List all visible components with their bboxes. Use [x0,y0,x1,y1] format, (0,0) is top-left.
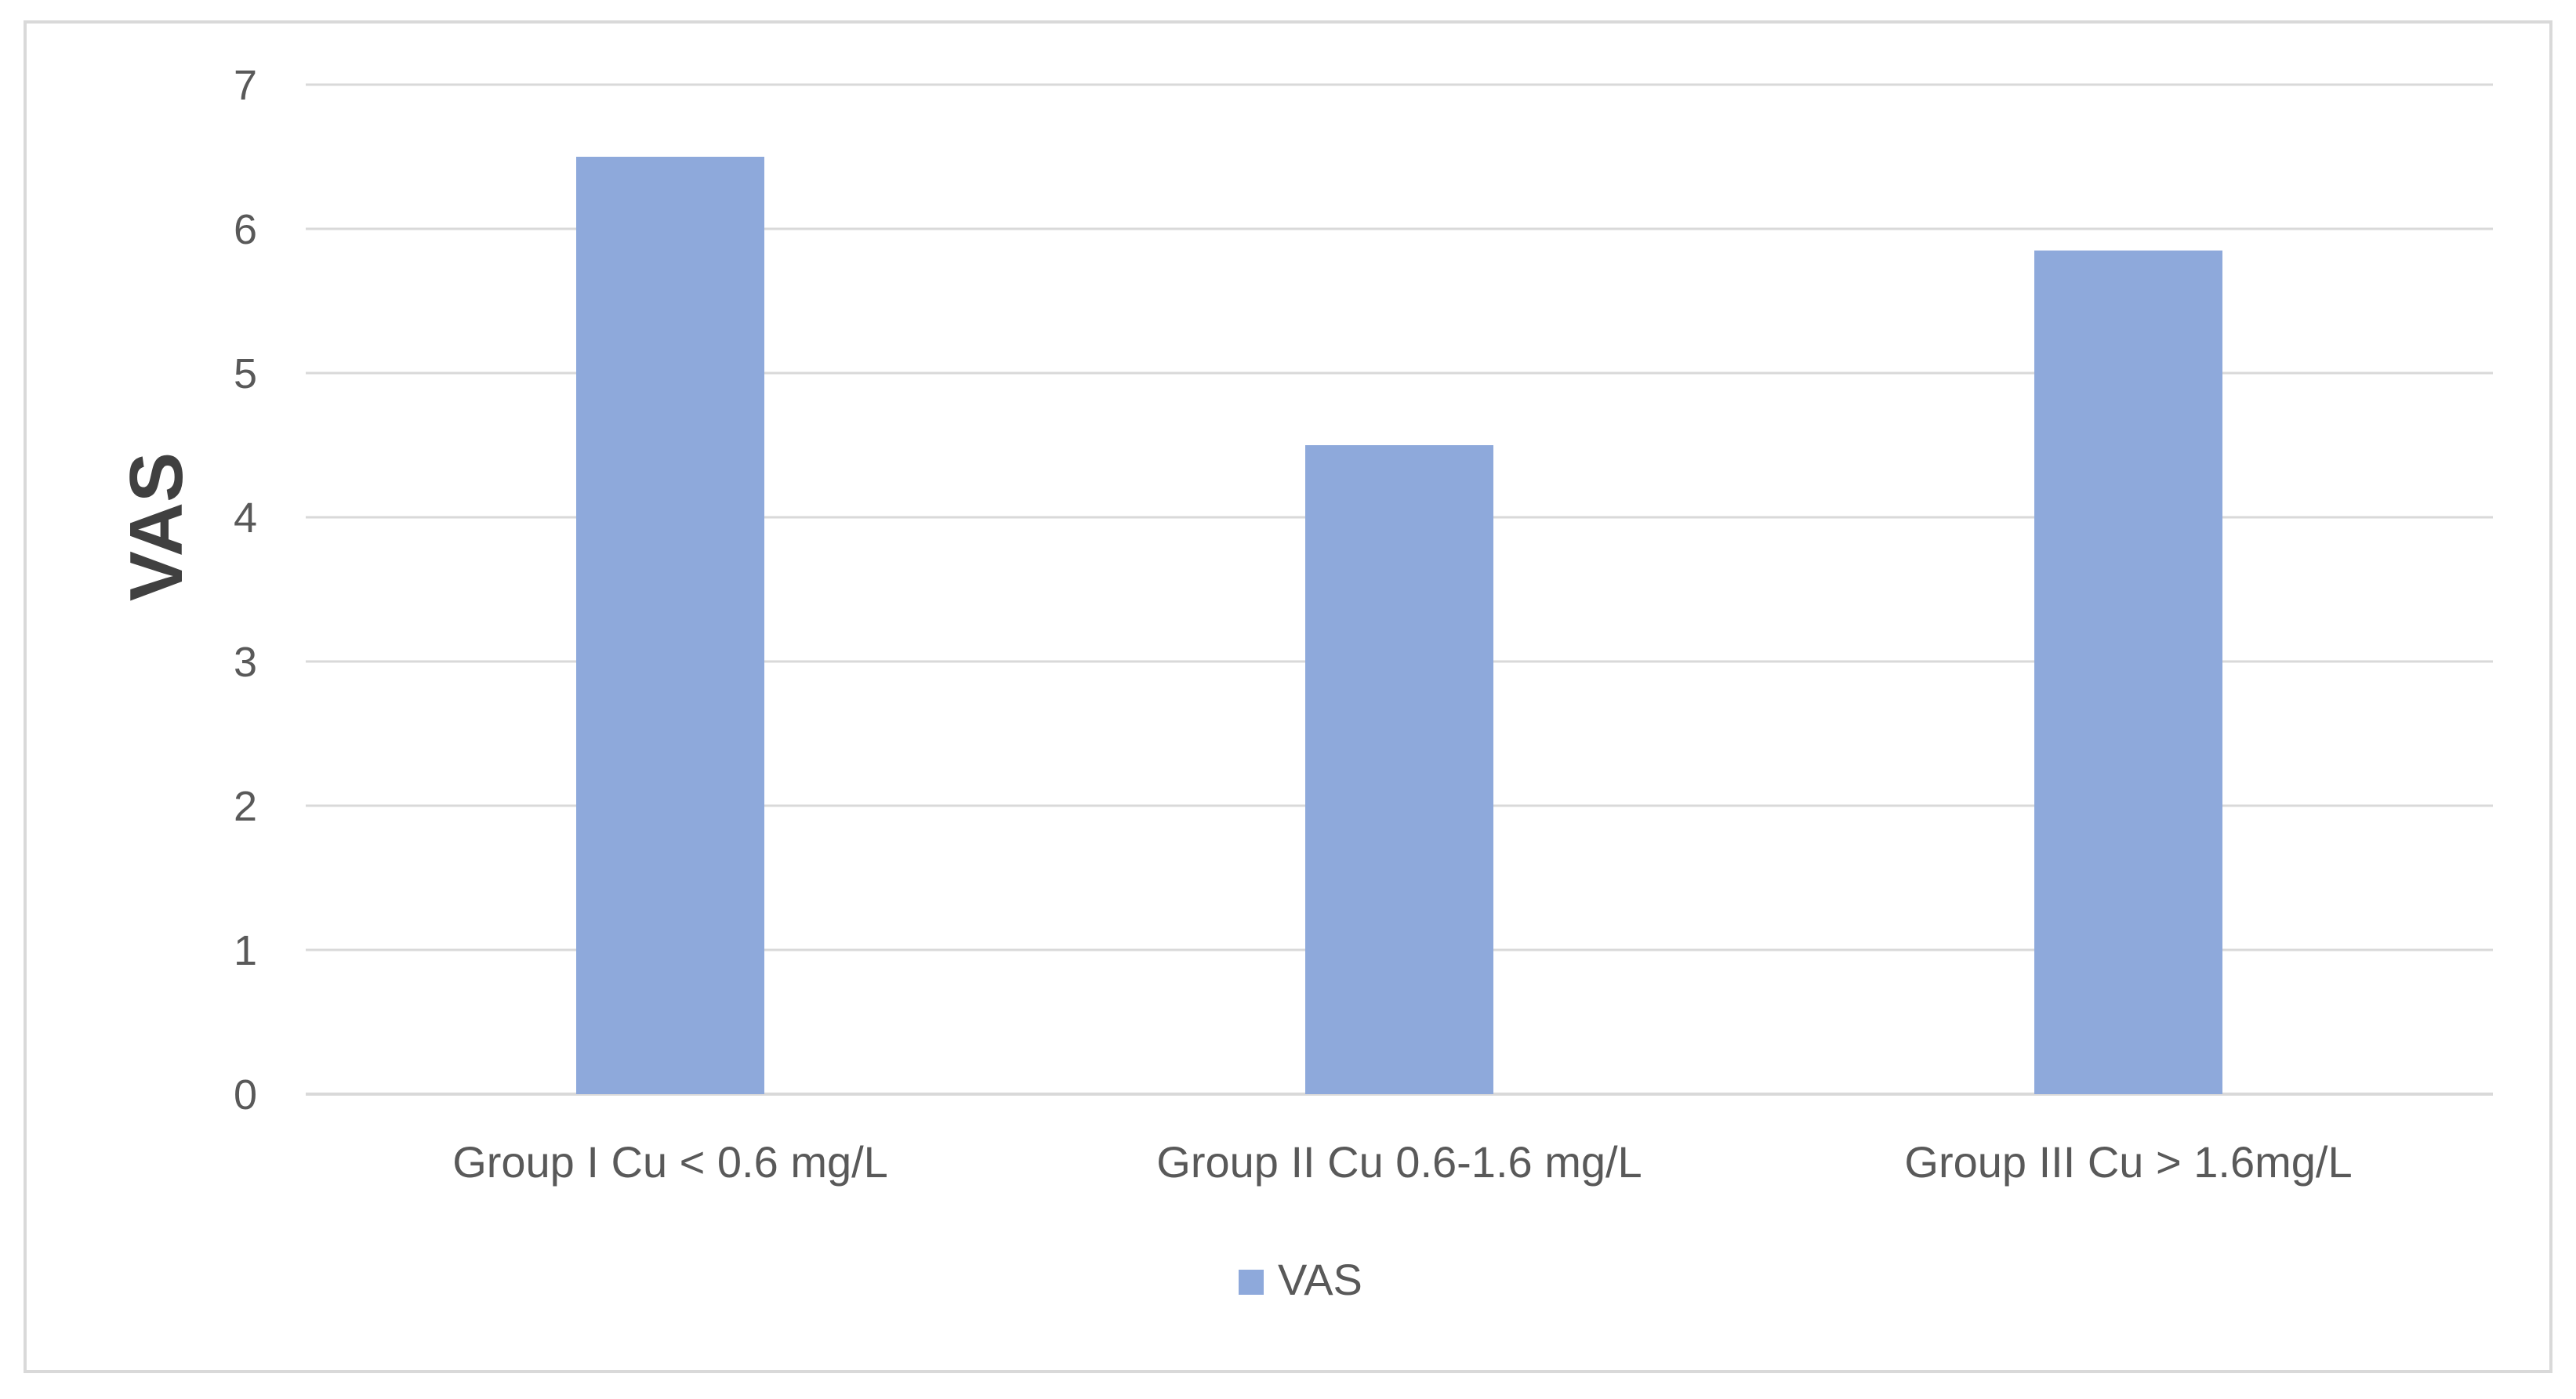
bar-1 [576,157,764,1094]
y-axis-ticks: 0 1 2 3 4 5 6 7 [234,62,257,1118]
y-tick-label: 0 [234,1071,257,1118]
legend-swatch-vas [1239,1270,1264,1295]
y-axis-title: VAS [114,452,198,601]
bars [576,157,2222,1095]
x-category-label: Group III Cu > 1.6mg/L [1904,1137,2352,1187]
bar-3 [2034,250,2222,1095]
legend-label-vas: VAS [1278,1255,1362,1304]
y-tick-label: 6 [234,206,257,253]
y-tick-label: 2 [234,783,257,830]
y-tick-label: 5 [234,350,257,397]
y-tick-label: 3 [234,639,257,686]
y-tick-label: 7 [234,62,257,109]
x-axis-categories: Group I Cu < 0.6 mg/L Group II Cu 0.6-1.6… [452,1137,2352,1187]
bar-2 [1305,445,1493,1094]
y-tick-label: 1 [234,927,257,974]
x-category-label: Group I Cu < 0.6 mg/L [452,1137,888,1187]
x-category-label: Group II Cu 0.6-1.6 mg/L [1156,1137,1642,1187]
y-tick-label: 4 [234,495,257,542]
legend: VAS [1239,1255,1362,1304]
